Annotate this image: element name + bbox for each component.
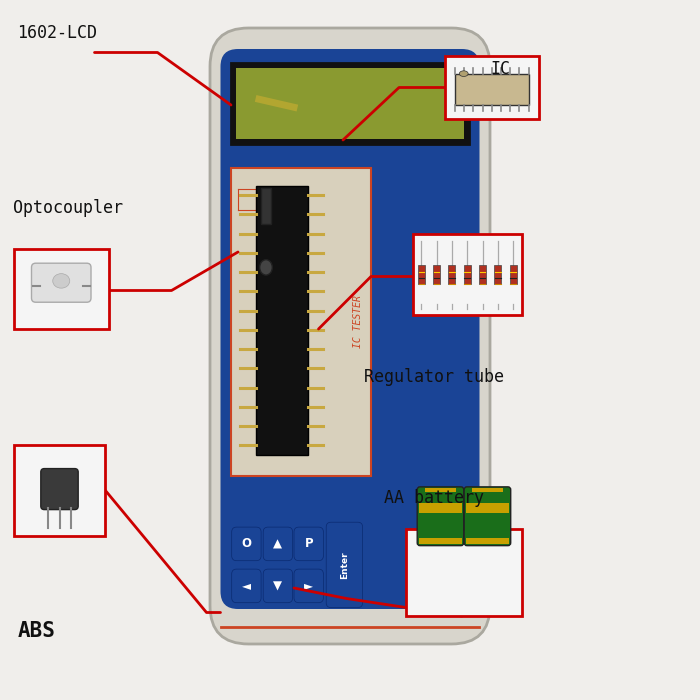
FancyBboxPatch shape	[32, 263, 91, 302]
Text: IC TESTER: IC TESTER	[354, 295, 363, 349]
Text: ►: ►	[304, 580, 313, 592]
Bar	[463, 265, 470, 284]
Bar	[510, 265, 517, 284]
Bar	[419, 538, 462, 545]
Bar	[231, 168, 371, 476]
Text: Regulator tube: Regulator tube	[364, 368, 504, 386]
Bar	[425, 489, 456, 491]
FancyBboxPatch shape	[232, 527, 261, 561]
FancyBboxPatch shape	[326, 522, 363, 608]
Bar	[419, 503, 462, 514]
FancyBboxPatch shape	[464, 487, 511, 546]
Text: ABS: ABS	[18, 621, 55, 641]
Text: 1602-LCD: 1602-LCD	[18, 25, 97, 43]
Bar	[449, 265, 456, 284]
FancyBboxPatch shape	[263, 569, 293, 603]
Text: Optocoupler: Optocoupler	[13, 199, 122, 218]
Bar	[433, 265, 440, 284]
Text: ◄: ◄	[242, 580, 251, 592]
Ellipse shape	[52, 274, 70, 288]
FancyBboxPatch shape	[294, 527, 323, 561]
Bar	[472, 489, 503, 491]
Bar	[466, 538, 510, 545]
Bar	[444, 56, 539, 119]
Bar	[413, 234, 522, 315]
Text: ▼: ▼	[274, 580, 282, 592]
FancyBboxPatch shape	[232, 569, 261, 603]
Bar	[406, 528, 522, 616]
FancyBboxPatch shape	[220, 49, 480, 609]
FancyBboxPatch shape	[263, 527, 293, 561]
FancyBboxPatch shape	[41, 468, 78, 510]
Bar	[261, 188, 271, 224]
Text: O: O	[241, 538, 251, 550]
Bar	[418, 265, 425, 284]
Text: AA battery: AA battery	[384, 489, 484, 507]
Text: P: P	[304, 538, 313, 550]
Bar	[14, 248, 108, 329]
Bar	[14, 444, 105, 536]
Bar	[479, 265, 486, 284]
Bar	[231, 63, 469, 144]
FancyBboxPatch shape	[210, 28, 490, 644]
Text: IC: IC	[490, 60, 510, 78]
Bar	[236, 68, 464, 139]
Bar	[455, 74, 528, 105]
Text: Enter: Enter	[340, 551, 349, 579]
Bar	[466, 503, 510, 514]
Bar	[256, 186, 308, 455]
Text: ▲: ▲	[274, 538, 282, 550]
FancyBboxPatch shape	[417, 487, 463, 546]
Ellipse shape	[260, 260, 272, 275]
Bar	[494, 265, 501, 284]
Ellipse shape	[459, 71, 468, 76]
FancyBboxPatch shape	[294, 569, 323, 603]
